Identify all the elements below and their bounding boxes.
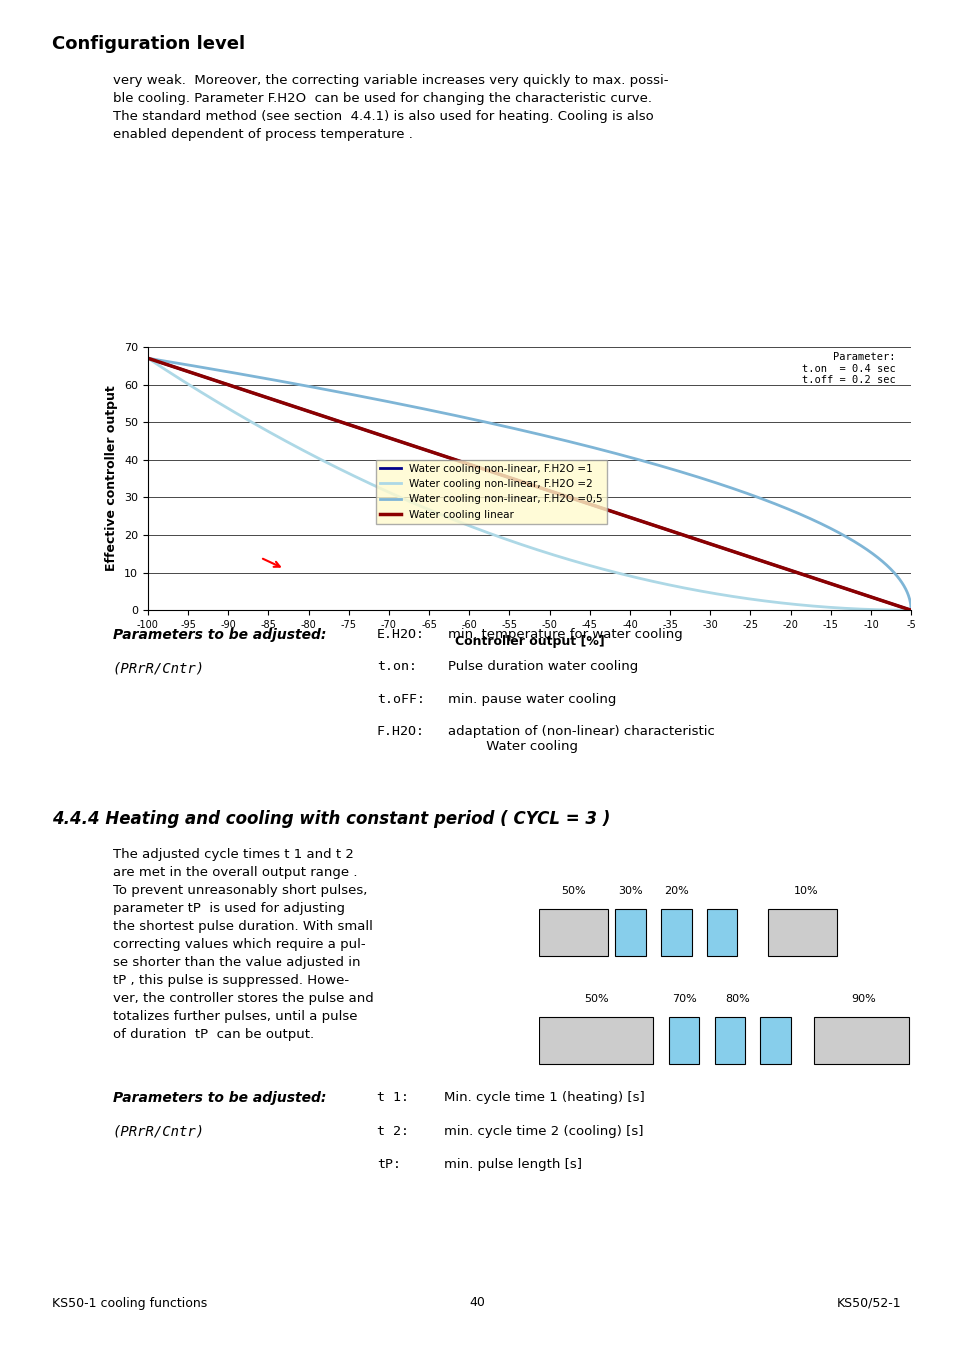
Legend: Water cooling non-linear, F.H2O =1, Water cooling non-linear, F.H2O =2, Water co: Water cooling non-linear, F.H2O =1, Wate…: [375, 460, 606, 524]
Text: adaptation of (non-linear) characteristic
         Water cooling: adaptation of (non-linear) characteristi…: [448, 725, 715, 753]
Text: 80%: 80%: [724, 995, 749, 1004]
Text: Parameters to be adjusted:: Parameters to be adjusted:: [112, 1091, 326, 1104]
Text: Parameter:
t.on  = 0.4 sec
t.off = 0.2 sec: Parameter: t.on = 0.4 sec t.off = 0.2 se…: [801, 352, 895, 385]
Text: E.H2O:: E.H2O:: [376, 628, 424, 641]
Text: t.on:: t.on:: [376, 660, 416, 674]
Text: 90%: 90%: [850, 995, 875, 1004]
Text: Pulse duration water cooling: Pulse duration water cooling: [448, 660, 638, 674]
Bar: [714, 1017, 744, 1064]
Text: t.oFF:: t.oFF:: [376, 693, 424, 706]
Y-axis label: Effective controller output: Effective controller output: [106, 386, 118, 571]
Text: min. pulse length [s]: min. pulse length [s]: [443, 1158, 581, 1172]
Bar: [615, 909, 645, 956]
Text: F.H2O:: F.H2O:: [376, 725, 424, 738]
Bar: [813, 1017, 908, 1064]
Text: 20%: 20%: [663, 887, 688, 896]
Text: KS50/52-1: KS50/52-1: [836, 1296, 901, 1310]
Text: very weak.  Moreover, the correcting variable increases very quickly to max. pos: very weak. Moreover, the correcting vari…: [112, 74, 667, 142]
Text: KS50-1 cooling functions: KS50-1 cooling functions: [52, 1296, 208, 1310]
Text: 50%: 50%: [583, 995, 608, 1004]
Bar: [538, 909, 607, 956]
Text: (PRrR/Cntr): (PRrR/Cntr): [112, 662, 205, 675]
Text: Parameters to be adjusted:: Parameters to be adjusted:: [112, 628, 326, 641]
Text: 50%: 50%: [560, 887, 585, 896]
Text: t 2:: t 2:: [376, 1125, 409, 1138]
Text: min. pause water cooling: min. pause water cooling: [448, 693, 616, 706]
Text: The adjusted cycle times t 1 and t 2
are met in the overall output range .
To pr: The adjusted cycle times t 1 and t 2 are…: [112, 848, 373, 1041]
Text: 10%: 10%: [793, 887, 818, 896]
Bar: [538, 1017, 653, 1064]
Text: Configuration level: Configuration level: [52, 35, 245, 53]
Text: 70%: 70%: [671, 995, 696, 1004]
Text: min. cycle time 2 (cooling) [s]: min. cycle time 2 (cooling) [s]: [443, 1125, 642, 1138]
Text: 4.4.4 Heating and cooling with constant period ( CYCL = 3 ): 4.4.4 Heating and cooling with constant …: [52, 810, 610, 828]
Bar: [760, 1017, 790, 1064]
Text: Min. cycle time 1 (heating) [s]: Min. cycle time 1 (heating) [s]: [443, 1091, 643, 1104]
Bar: [668, 1017, 699, 1064]
Text: t 1:: t 1:: [376, 1091, 409, 1104]
Bar: [706, 909, 737, 956]
Text: 40: 40: [469, 1296, 484, 1310]
Bar: [767, 909, 836, 956]
X-axis label: Controller output [%]: Controller output [%]: [455, 636, 603, 648]
Text: min. temperature for water cooling: min. temperature for water cooling: [448, 628, 682, 641]
Text: 30%: 30%: [618, 887, 642, 896]
Text: tP:: tP:: [376, 1158, 400, 1172]
Bar: [660, 909, 691, 956]
Text: (PRrR/Cntr): (PRrR/Cntr): [112, 1125, 205, 1138]
